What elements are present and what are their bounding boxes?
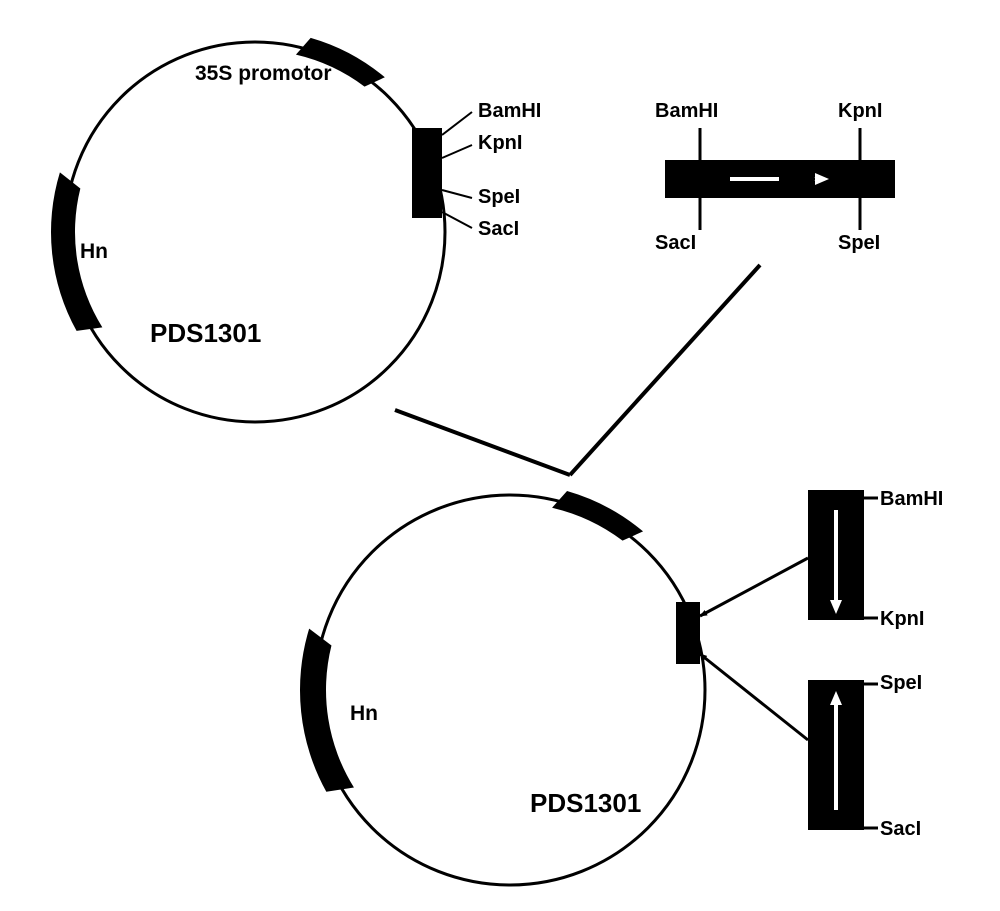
- top-plasmid-name: PDS1301: [150, 318, 261, 349]
- promoter-label: 35S promotor: [195, 62, 332, 86]
- top-site-kpni: KpnI: [478, 132, 522, 155]
- bottom-bot-saci: SacI: [880, 818, 921, 841]
- top-site-bamhi: BamHI: [478, 100, 541, 123]
- insert-bamhi: BamHI: [655, 100, 718, 123]
- insert-spei: SpeI: [838, 232, 880, 255]
- bottom-plasmid-name: PDS1301: [530, 788, 641, 819]
- diagram-root: PDS1301 35S promotor Hn BamHI KpnI SpeI …: [0, 0, 1000, 911]
- bottom-bot-spei: SpeI: [880, 672, 922, 695]
- top-site-saci: SacI: [478, 218, 519, 241]
- top-site-spei: SpeI: [478, 186, 520, 209]
- bottom-top-bamhi: BamHI: [880, 488, 943, 511]
- insert-kpni: KpnI: [838, 100, 882, 123]
- top-hn-label: Hn: [80, 240, 108, 264]
- insert-saci: SacI: [655, 232, 696, 255]
- bottom-hn-label: Hn: [350, 702, 378, 726]
- bottom-top-kpni: KpnI: [880, 608, 924, 631]
